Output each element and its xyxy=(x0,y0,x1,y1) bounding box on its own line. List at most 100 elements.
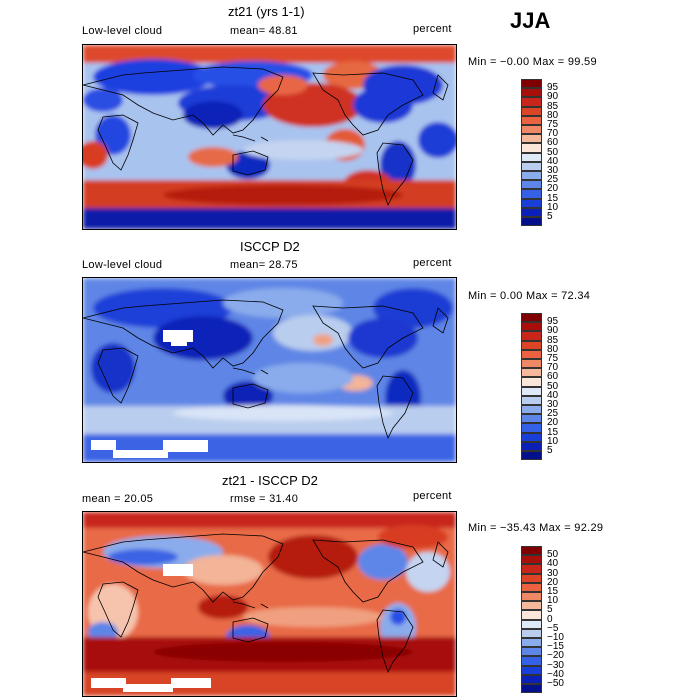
colorbar-swatch xyxy=(521,377,542,387)
min-max-label: Min = 0.00 Max = 72.34 xyxy=(468,290,591,302)
colorbar-tick-label: 40 xyxy=(547,155,559,167)
colorbar-swatch xyxy=(521,647,542,657)
colorbar-swatch xyxy=(521,322,542,332)
colorbar-swatch xyxy=(521,555,542,565)
colorbar-swatch xyxy=(521,88,542,98)
colorbar-tick-label: 25 xyxy=(547,174,559,186)
units-label: percent xyxy=(413,257,452,269)
colorbar-tick-label: 95 xyxy=(547,82,559,94)
colorbar-tick-label: 90 xyxy=(547,325,559,337)
colorbar-swatch xyxy=(521,432,542,442)
colorbar-tick-label: −5 xyxy=(547,622,559,634)
variable-label: Low-level cloud xyxy=(82,259,163,271)
colorbar-tick-label: 30 xyxy=(547,165,559,176)
colorbar-swatch xyxy=(521,395,542,405)
colorbar-swatch xyxy=(521,582,542,592)
colorbar-tick-label: 10 xyxy=(547,595,559,607)
colorbar-swatch xyxy=(521,143,542,153)
colorbar-swatch xyxy=(521,656,542,666)
colorbar-tick-label: 85 xyxy=(547,334,559,346)
colorbar-tick-label: −15 xyxy=(547,641,564,653)
colorbar-swatch xyxy=(521,665,542,675)
colorbar-tick-label: 40 xyxy=(547,389,559,401)
colorbar-tick-label: 5 xyxy=(547,604,553,616)
colorbar-tick-label: 25 xyxy=(547,408,559,420)
mean-label: mean = 20.05 xyxy=(82,493,154,505)
colorbar-swatch xyxy=(521,198,542,208)
colorbar-tick-label: 5 xyxy=(547,445,553,456)
colorbar-swatch xyxy=(521,441,542,451)
map-model-cloud xyxy=(82,44,457,230)
units-label: percent xyxy=(413,490,452,502)
colorbar-swatch xyxy=(521,171,542,181)
mean-label: mean= 28.75 xyxy=(230,259,298,271)
colorbar-swatch xyxy=(521,628,542,638)
colorbar-swatch xyxy=(521,161,542,171)
colorbar-tick-label: 90 xyxy=(547,91,559,103)
colorbar-tick-label: 70 xyxy=(547,128,559,140)
variable-label: Low-level cloud xyxy=(82,25,163,37)
colorbar-swatch xyxy=(521,592,542,602)
colorbar-tick-label: 30 xyxy=(547,567,559,579)
colorbar-tick-label: 20 xyxy=(547,183,559,195)
colorbar-tick-label: 15 xyxy=(547,426,559,438)
colorbar-tick-label: −10 xyxy=(547,632,564,643)
colorbar: 50 40 30 20 15 10 5 0 −5 −10 −15 −20 −30 −40 −50 xyxy=(521,546,564,694)
colorbar-swatch xyxy=(521,423,542,433)
colorbar-swatch xyxy=(521,619,542,629)
colorbar-tick-label: 85 xyxy=(547,100,559,112)
colorbar-tick-label: 75 xyxy=(547,353,559,364)
colorbar-swatch xyxy=(521,601,542,611)
colorbar-tick-label: 20 xyxy=(547,417,559,429)
min-max-label: Min = −0.00 Max = 99.59 xyxy=(468,56,597,68)
colorbar-swatch xyxy=(521,414,542,424)
colorbar: 95 90 85 80 75 70 60 50 40 30 25 20 15 10 5 xyxy=(521,79,558,227)
map-isccp-cloud xyxy=(82,277,457,463)
min-max-label: Min = −35.43 Max = 92.29 xyxy=(468,522,604,534)
colorbar-tick-label: 5 xyxy=(547,211,553,222)
colorbar-tick-label: 30 xyxy=(547,399,559,410)
colorbar-tick-label: 75 xyxy=(547,119,559,130)
colorbar-tick-label: 50 xyxy=(547,380,559,392)
colorbar-swatch xyxy=(521,564,542,574)
colorbar-tick-label: 15 xyxy=(547,192,559,204)
colorbar-swatch xyxy=(521,674,542,684)
colorbar-swatch xyxy=(521,134,542,144)
colorbar-tick-label: 10 xyxy=(547,201,559,213)
colorbar-swatch xyxy=(521,451,542,461)
colorbar-tick-label: 80 xyxy=(547,343,559,355)
colorbar-swatch xyxy=(521,405,542,415)
colorbar-swatch xyxy=(521,546,542,556)
colorbar-swatch xyxy=(521,115,542,125)
colorbar-tick-label: −50 xyxy=(547,678,564,689)
colorbar-swatch xyxy=(521,638,542,648)
colorbar-tick-label: −20 xyxy=(547,650,564,662)
colorbar-swatch xyxy=(521,189,542,199)
panel-title: ISCCP D2 xyxy=(240,239,300,254)
colorbar: 95 90 85 80 75 70 60 50 40 30 25 20 15 10 5 xyxy=(521,313,558,461)
colorbar-tick-label: 40 xyxy=(547,558,559,570)
colorbar-swatch xyxy=(521,207,542,217)
colorbar-tick-label: 60 xyxy=(547,137,559,149)
panel-title: zt21 - ISCCP D2 xyxy=(222,473,318,488)
colorbar-tick-label: 80 xyxy=(547,109,559,121)
colorbar-swatch xyxy=(521,349,542,359)
season-label: JJA xyxy=(510,8,551,33)
colorbar-swatch xyxy=(521,79,542,89)
colorbar-tick-label: 70 xyxy=(547,362,559,374)
colorbar-swatch xyxy=(521,180,542,190)
colorbar-tick-label: 0 xyxy=(547,613,553,625)
panel-title: zt21 (yrs 1-1) xyxy=(228,4,305,19)
colorbar-swatch xyxy=(521,152,542,162)
colorbar-swatch xyxy=(521,610,542,620)
colorbar-swatch xyxy=(521,331,542,341)
colorbar-swatch xyxy=(521,97,542,107)
colorbar-tick-label: 15 xyxy=(547,586,559,597)
colorbar-swatch xyxy=(521,573,542,583)
rmse-label: rmse = 31.40 xyxy=(230,493,299,505)
mean-label: mean= 48.81 xyxy=(230,25,298,37)
colorbar-tick-label: −30 xyxy=(547,659,564,671)
colorbar-swatch xyxy=(521,386,542,396)
colorbar-swatch xyxy=(521,684,542,694)
colorbar-tick-label: 60 xyxy=(547,371,559,383)
